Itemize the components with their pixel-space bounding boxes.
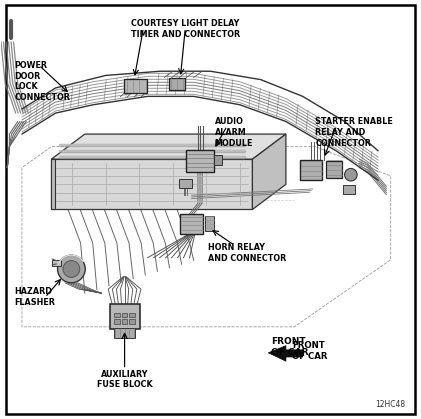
Bar — [123, 79, 147, 93]
Bar — [180, 214, 203, 234]
Text: FRONT
OF CAR: FRONT OF CAR — [292, 341, 328, 361]
Bar — [122, 319, 127, 324]
Bar — [205, 216, 214, 230]
Bar — [168, 78, 185, 90]
Text: AUDIO
ALARM
MODULE: AUDIO ALARM MODULE — [215, 117, 253, 148]
Bar — [52, 260, 61, 266]
Polygon shape — [51, 159, 253, 210]
Text: COURTESY LIGHT DELAY
TIMER AND CONNECTOR: COURTESY LIGHT DELAY TIMER AND CONNECTOR — [131, 19, 240, 39]
Polygon shape — [253, 134, 286, 210]
Text: HORN RELAY
AND CONNECTOR: HORN RELAY AND CONNECTOR — [208, 243, 287, 263]
Polygon shape — [51, 134, 286, 159]
Bar — [114, 328, 135, 338]
Text: STARTER ENABLE
RELAY AND
CONNECTOR: STARTER ENABLE RELAY AND CONNECTOR — [315, 117, 393, 148]
Bar — [179, 179, 192, 188]
Text: 12HC48: 12HC48 — [375, 400, 405, 409]
Bar — [109, 304, 140, 329]
Bar — [115, 319, 120, 324]
Bar — [300, 160, 322, 180]
Bar — [115, 313, 120, 318]
Bar — [343, 185, 354, 194]
Bar — [122, 313, 127, 318]
Bar — [326, 161, 343, 178]
Polygon shape — [268, 346, 303, 361]
Text: FRONT
OF CAR: FRONT OF CAR — [271, 337, 309, 357]
Circle shape — [63, 261, 80, 277]
Bar — [187, 150, 213, 172]
Bar — [214, 155, 222, 165]
Bar — [129, 313, 135, 318]
Text: HAZARD
FLASHER: HAZARD FLASHER — [14, 287, 55, 307]
Text: AUXILIARY
FUSE BLOCK: AUXILIARY FUSE BLOCK — [97, 370, 152, 389]
Circle shape — [344, 168, 357, 181]
Polygon shape — [51, 159, 56, 210]
Circle shape — [58, 255, 85, 283]
Text: POWER
DOOR
LOCK
CONNECTOR: POWER DOOR LOCK CONNECTOR — [14, 61, 70, 102]
Bar — [129, 319, 135, 324]
